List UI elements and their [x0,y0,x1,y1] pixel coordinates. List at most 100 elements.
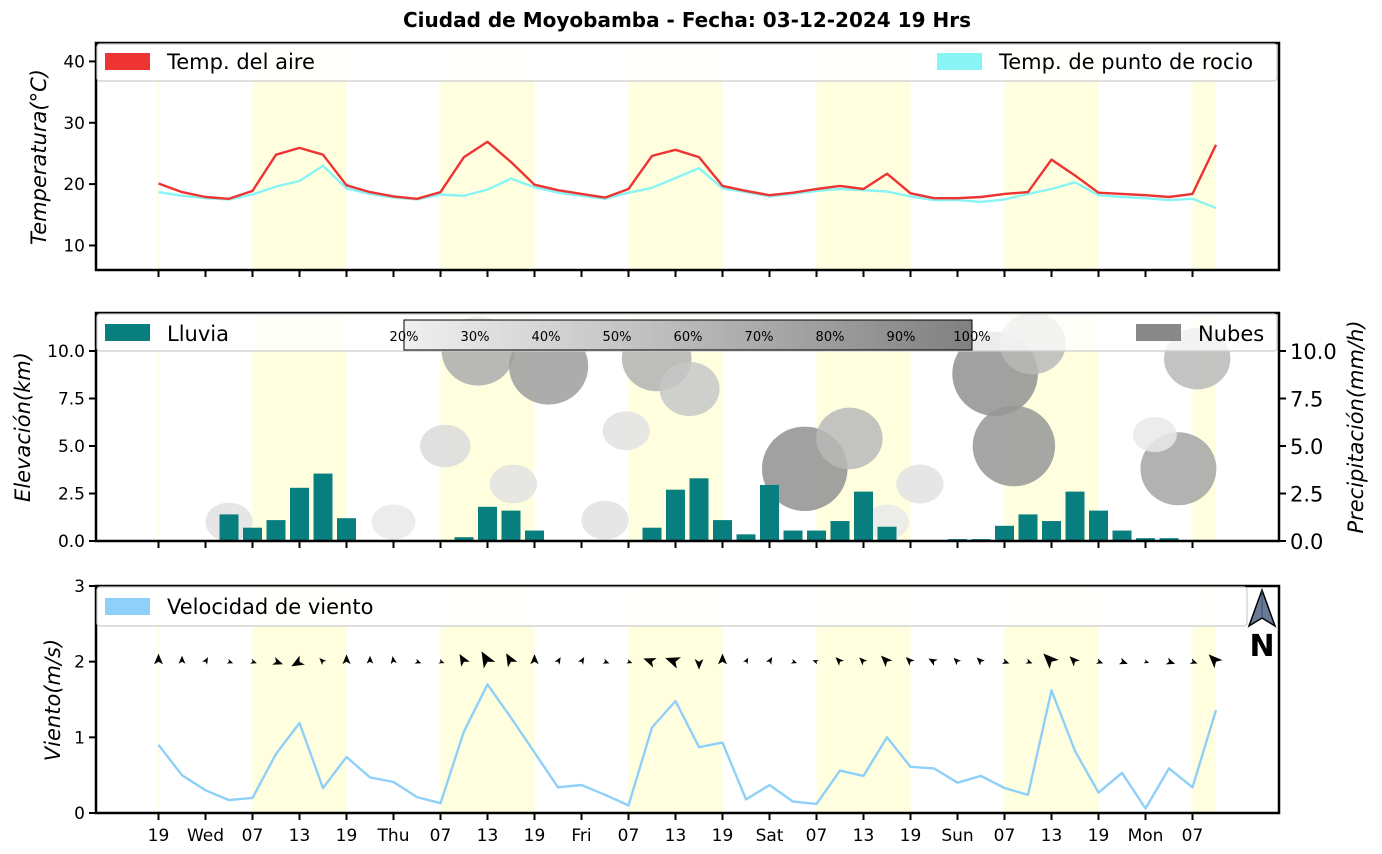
north-compass-icon: N [1247,587,1277,664]
precipitation-ylabel: Precipitación(mm/h) [1344,320,1368,533]
wind-direction-arrow [1189,658,1198,664]
wind-direction-arrow [694,659,704,670]
dew-temp-legend-label: Temp. de punto de rocio [998,50,1253,74]
x-tick-label: Mon [1128,826,1164,846]
wind-direction-arrow [226,658,234,664]
wind-direction-arrow [976,657,985,666]
wind-direction-arrow [291,655,305,667]
wind-direction-arrow [880,655,893,668]
wind-direction-arrow [250,658,257,664]
wind-direction-arrow [319,658,327,665]
colorbar-label: 80% [816,330,845,345]
rain-bar [1089,510,1108,541]
rain-bar [1042,521,1061,541]
wind-direction-arrow [812,659,819,665]
wind-direction-arrow [366,655,374,664]
y-tick-label: 10.0 [47,342,85,362]
rain-bar [454,537,474,541]
wind-direction-arrow [859,657,868,666]
rain-bar [854,491,873,541]
wind-direction-arrow [1208,654,1223,669]
y-tick-label-right: 2.5 [1290,483,1323,507]
wind-direction-arrow [1118,657,1128,665]
cloud-colorbar [403,319,973,351]
y-tick-label: 0.0 [58,532,85,552]
rain-bar [713,520,732,541]
clouds-rain-panel: 0.0 0.0 2.5 2.5 5.0 5.0 7.5 7.5 10.0 10.0 Elevaci… [11,311,1368,554]
x-tick-label: 13 [853,826,875,846]
wind-direction-arrow [743,657,749,665]
rain-bar [877,526,897,541]
wind-speed-line [157,683,1218,810]
wind-direction-arrow [766,657,773,665]
wind-legend-swatch [105,598,150,615]
wind-direction-arrow [390,656,397,665]
x-tick-label: 07 [618,826,640,846]
air-temp-legend-swatch [105,53,150,70]
rain-bar [783,530,803,541]
wind-direction-arrow [342,654,351,665]
wind-direction-arrow [602,658,610,664]
wind-direction-arrow [643,657,657,668]
x-tick-label: 19 [524,826,546,846]
clouds-legend-label: Nubes [1198,322,1264,346]
wind-direction-arrow [1001,658,1010,664]
cloud-blob [581,500,629,540]
wind-direction-arrow [459,653,470,667]
rain-bar [807,530,826,541]
x-tick-label: 19 [148,826,170,846]
wind-direction-arrow [1096,658,1104,664]
y-tick-label: 5.0 [58,437,85,457]
colorbar-label: 30% [461,330,490,345]
rain-bar [266,520,286,541]
rain-legend-label: Lluvia [167,322,229,346]
daylight-band [157,586,160,813]
wind-legend-box [96,586,1248,627]
wind-direction-arrow [438,659,445,664]
rain-bar [313,473,333,541]
y-tick-label: 10 [63,236,85,256]
rain-bar [501,510,521,541]
wind-ylabel: Viento(m/s) [41,639,65,761]
rain-bar [995,525,1014,541]
rain-bar [478,506,497,541]
rain-bar [525,530,544,541]
cloud-blob [972,405,1056,487]
x-tick-label: 19 [336,826,358,846]
wind-direction-arrow [272,656,284,665]
rain-bar [1159,538,1179,541]
x-tick-label: 19 [900,826,922,846]
wind-direction-arrow [554,657,561,665]
y-tick-label: 0 [74,804,85,824]
cloud-blob [896,464,944,504]
rain-bar [1065,491,1085,541]
x-tick-label: Wed [187,826,224,846]
colorbar-label: 70% [745,330,774,345]
wind-direction-arrow [665,657,681,669]
wind-direction-arrow [790,658,798,664]
x-tick-label: 13 [665,826,687,846]
cloud-blob [602,411,650,451]
cloud-blob [371,504,416,540]
cloud-blob [420,424,471,468]
rain-bar [337,518,356,541]
rain-bar [689,478,709,541]
colorbar-label: 100% [953,330,990,345]
wind-panel: 0 1 2 3 19 Wed 07 13 19 Thu 07 13 19 Fri 07 13 19 Sat 07 1… [41,577,1281,846]
temperature-axes-frame [94,41,1281,272]
air-temp-legend-label: Temp. del aire [166,50,315,74]
x-tick-label: 07 [430,826,452,846]
x-tick-label: Sat [756,826,784,846]
wind-direction-arrow [835,657,845,666]
wind-direction-arrow [1069,656,1080,667]
wind-direction-arrow [178,655,186,664]
daylight-band [157,43,160,270]
x-tick-label: Sun [941,826,973,846]
x-tick-label: 07 [1182,826,1204,846]
rain-bar [1112,530,1132,541]
wind-direction-arrow [905,656,915,666]
x-tick-label: 13 [1041,826,1063,846]
rain-bar [666,489,685,541]
